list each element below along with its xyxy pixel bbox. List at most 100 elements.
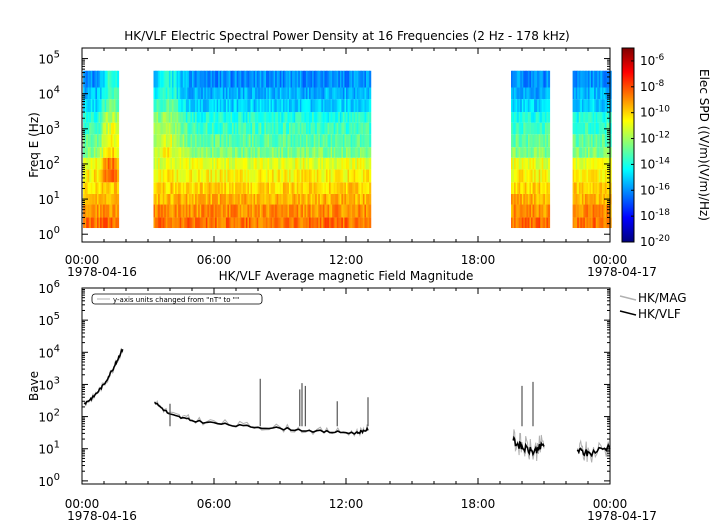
spectrogram-cell [101, 70, 104, 88]
spectrogram-cell [344, 157, 347, 170]
spectrogram-cell [523, 134, 526, 148]
spectrogram-cell [165, 147, 168, 158]
spectrogram-cell [247, 122, 250, 135]
spectrogram-cell [518, 193, 521, 205]
spectrogram-cell [207, 134, 210, 148]
spectrogram-cell [312, 182, 315, 194]
spectrogram-cell [241, 134, 244, 148]
spectrogram-cell [101, 169, 104, 183]
spectrogram-cell [594, 112, 597, 123]
spectrogram-cell [167, 99, 170, 113]
spectrogram-cell [199, 169, 202, 183]
spectrogram-cell [96, 87, 100, 100]
spectrogram-cell [196, 193, 199, 205]
spectrogram-cell [199, 99, 202, 113]
spectrogram-cell [115, 193, 118, 205]
spectrogram-cell [161, 99, 164, 113]
spectrogram-cell [339, 157, 342, 170]
spectrogram-cell [352, 70, 355, 88]
spectrogram-cell [162, 112, 165, 123]
colorbar-tick-label: 10-14 [640, 156, 670, 171]
spectrogram-cell [547, 70, 551, 88]
spectrogram-cell [201, 70, 204, 88]
spectrogram-cell [86, 182, 89, 194]
spectrogram-cell [221, 134, 224, 148]
spectrogram-cell [527, 134, 531, 148]
spectrogram-cell [170, 217, 173, 229]
spectrogram-cell [87, 70, 90, 88]
spectrogram-cell [195, 99, 198, 113]
spectrogram-cell [293, 122, 296, 135]
spectrogram-cell [313, 182, 316, 194]
spectrogram-cell [526, 169, 529, 183]
spectrogram-cell [313, 147, 316, 158]
spectrogram-cell [578, 87, 581, 100]
spectrogram-cell [256, 122, 259, 135]
spectrogram-cell [190, 204, 193, 218]
spectrogram-cell [333, 204, 336, 218]
spectrogram-cell [199, 157, 202, 170]
spectrogram-cell [250, 112, 253, 123]
spectrogram-cell [161, 70, 164, 88]
spectrogram-cell [179, 193, 182, 205]
spectrogram-cell [224, 157, 227, 170]
spectrogram-cell [327, 147, 330, 158]
spectrogram-cell [167, 169, 170, 183]
spectrogram-cell [190, 157, 193, 170]
spectrogram-cell [275, 70, 278, 88]
spectrogram-cell [594, 193, 597, 205]
spectrogram-cell [584, 112, 588, 123]
spectrogram-cell [205, 193, 208, 205]
spectrogram-cell [597, 169, 600, 183]
spectrogram-cell [170, 169, 173, 183]
spectrogram-cell [287, 182, 290, 194]
spectrogram-cell [175, 134, 178, 148]
spectrogram-cell [153, 87, 156, 100]
spectrogram-cell [219, 182, 222, 194]
spectrogram-cell [267, 169, 270, 183]
spectrogram-cell [606, 134, 609, 148]
spectrogram-cell [341, 70, 344, 88]
spectrogram-cell [518, 169, 521, 183]
spectrogram-cell [598, 204, 601, 218]
spectrogram-cell [541, 169, 544, 183]
spectrogram-cell [355, 70, 358, 88]
spectrogram-cell [245, 134, 249, 148]
spectrogram-cell [218, 112, 221, 123]
spectrogram-cell [204, 112, 207, 123]
spectrogram-cell [330, 99, 333, 113]
spectrogram-cell [247, 204, 250, 218]
spectrogram-cell [198, 70, 201, 88]
spectrogram-cell [546, 70, 549, 88]
spectrogram-cell [361, 169, 364, 183]
spectrogram-cell [529, 193, 532, 205]
spectrogram-cell [588, 122, 591, 135]
spectrogram-cell [524, 70, 527, 88]
spectrogram-cell [284, 87, 287, 100]
spectrogram-cell [540, 182, 543, 194]
spectrogram-cell [531, 204, 534, 218]
spectrogram-cell [529, 87, 532, 100]
spectrogram-cell [245, 169, 249, 183]
spectrogram-cell [239, 147, 242, 158]
spectrogram-cell [279, 99, 282, 113]
spectrogram-cell [87, 87, 90, 100]
spectrogram-cell [224, 182, 227, 194]
spectrogram-cell [543, 217, 546, 229]
spectrogram-cell [188, 217, 192, 229]
y-tick-label: 102 [38, 408, 60, 425]
spectrogram-cell [352, 134, 355, 148]
spectrogram-cell [595, 122, 598, 135]
spectrogram-cell [352, 169, 355, 183]
spectrogram-cell [273, 169, 276, 183]
spectrogram-cell [248, 122, 252, 135]
spectrogram-cell [202, 134, 205, 148]
spectrogram-cell [362, 99, 366, 113]
spectrogram-cell [520, 193, 523, 205]
spectrogram-cell [192, 204, 195, 218]
spectrogram-cell [252, 147, 255, 158]
spectrogram-cell [256, 182, 259, 194]
spectrogram-cell [344, 169, 347, 183]
spectrogram-cell [96, 157, 100, 170]
spectrogram-cell [298, 182, 301, 194]
